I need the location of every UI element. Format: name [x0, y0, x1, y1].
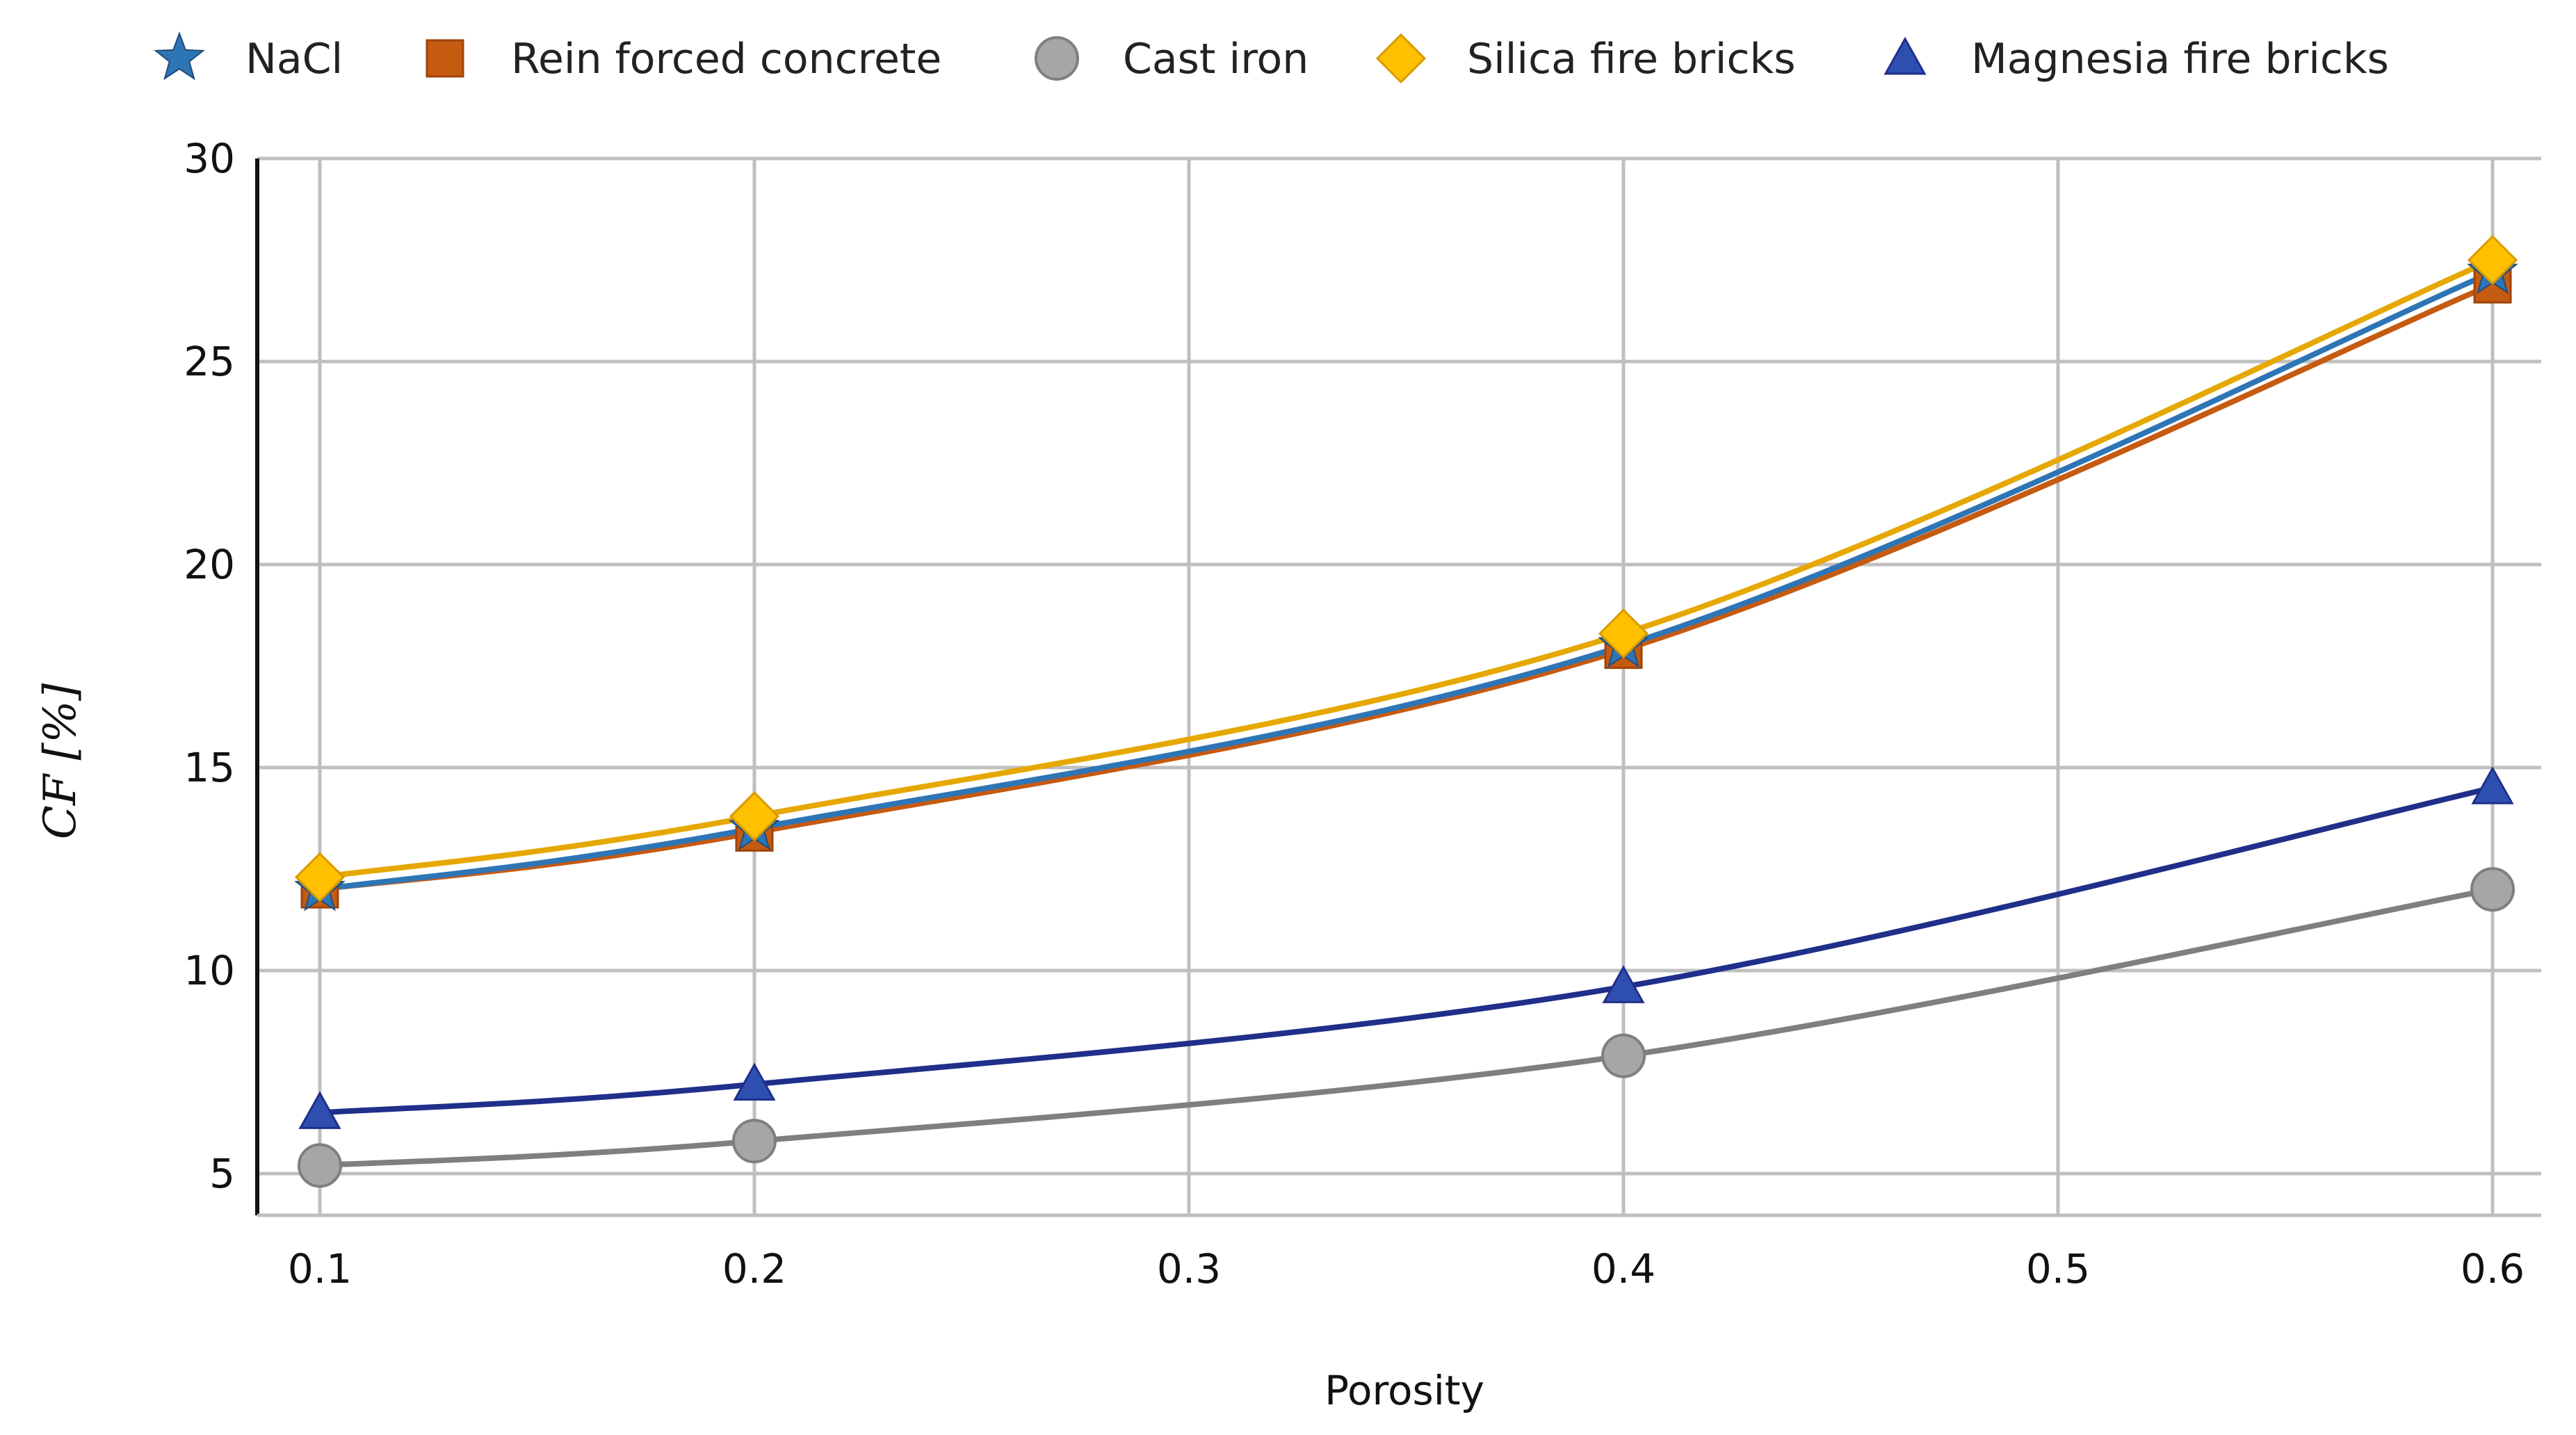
series-silica-fire-bricks	[319, 257, 2494, 880]
x-tick-labels: 0.1 0.2 0.3 0.4 0.5 0.6	[288, 1245, 2525, 1292]
data-point	[1601, 1033, 1646, 1078]
legend-marker	[426, 39, 464, 78]
legend: NaCl Rein forced concrete Cast iron Silica …	[154, 31, 2389, 84]
legend-label: Silica fire bricks	[1467, 35, 1795, 83]
data-point	[2467, 234, 2518, 286]
series-line	[319, 257, 2494, 880]
data-point	[1602, 965, 1645, 1003]
data-point	[732, 1119, 777, 1164]
y-tick-label: 10	[184, 947, 235, 994]
series-cast-iron	[319, 886, 2493, 1169]
series-nacl	[319, 269, 2494, 893]
y-tick-label: 25	[184, 338, 235, 385]
series-magnesia-fire-bricks	[319, 785, 2493, 1116]
data-point	[294, 852, 346, 902]
series-line	[319, 785, 2493, 1116]
data-point	[2471, 766, 2514, 804]
series-markers-silica-fire-bricks	[294, 234, 2518, 902]
y-tick-labels: 5 10 15 20 25 30	[184, 135, 235, 1197]
series-rein-forced-concrete	[319, 282, 2494, 893]
legend-marker	[1375, 33, 1427, 84]
series-markers-nacl	[294, 245, 2518, 911]
x-tick-label: 0.2	[722, 1245, 786, 1292]
legend-marker	[1884, 36, 1927, 75]
data-point	[733, 1062, 776, 1101]
legend-label: Cast iron	[1123, 35, 1309, 83]
grid	[257, 156, 2541, 1215]
axes	[255, 159, 2541, 1217]
series-line	[319, 886, 2493, 1169]
legend-marker	[154, 31, 205, 81]
legend-label: Rein forced concrete	[511, 35, 941, 83]
y-tick-label: 15	[184, 744, 235, 791]
legend-item: Magnesia fire bricks	[1884, 35, 2389, 83]
data-point	[1598, 608, 1649, 659]
y-axis-label: CF [%]	[35, 683, 86, 840]
legend-item: NaCl	[154, 31, 343, 83]
x-tick-label: 0.1	[288, 1245, 352, 1292]
x-tick-label: 0.3	[1157, 1245, 1221, 1292]
legend-item: Silica fire bricks	[1375, 33, 1795, 84]
data-point	[2470, 867, 2515, 912]
data-point	[729, 791, 780, 842]
series-layer	[294, 234, 2518, 1188]
legend-marker	[1035, 36, 1079, 81]
series-markers-cast-iron	[298, 867, 2515, 1188]
x-tick-label: 0.5	[2026, 1245, 2090, 1292]
series-line	[319, 282, 2494, 893]
series-markers-magnesia-fire-bricks	[298, 766, 2514, 1129]
series-line	[319, 269, 2494, 893]
legend-label: NaCl	[245, 35, 343, 83]
legend-item: Rein forced concrete	[426, 35, 941, 83]
x-tick-label: 0.4	[1591, 1245, 1655, 1292]
data-point	[298, 1143, 342, 1188]
y-tick-label: 20	[184, 541, 235, 588]
legend-item: Cast iron	[1035, 35, 1309, 83]
y-tick-label: 5	[209, 1150, 235, 1197]
x-axis-label: Porosity	[1325, 1367, 1484, 1414]
x-tick-label: 0.6	[2461, 1245, 2525, 1292]
y-tick-label: 30	[184, 135, 235, 182]
data-point	[298, 1091, 341, 1129]
legend-label: Magnesia fire bricks	[1971, 35, 2389, 83]
